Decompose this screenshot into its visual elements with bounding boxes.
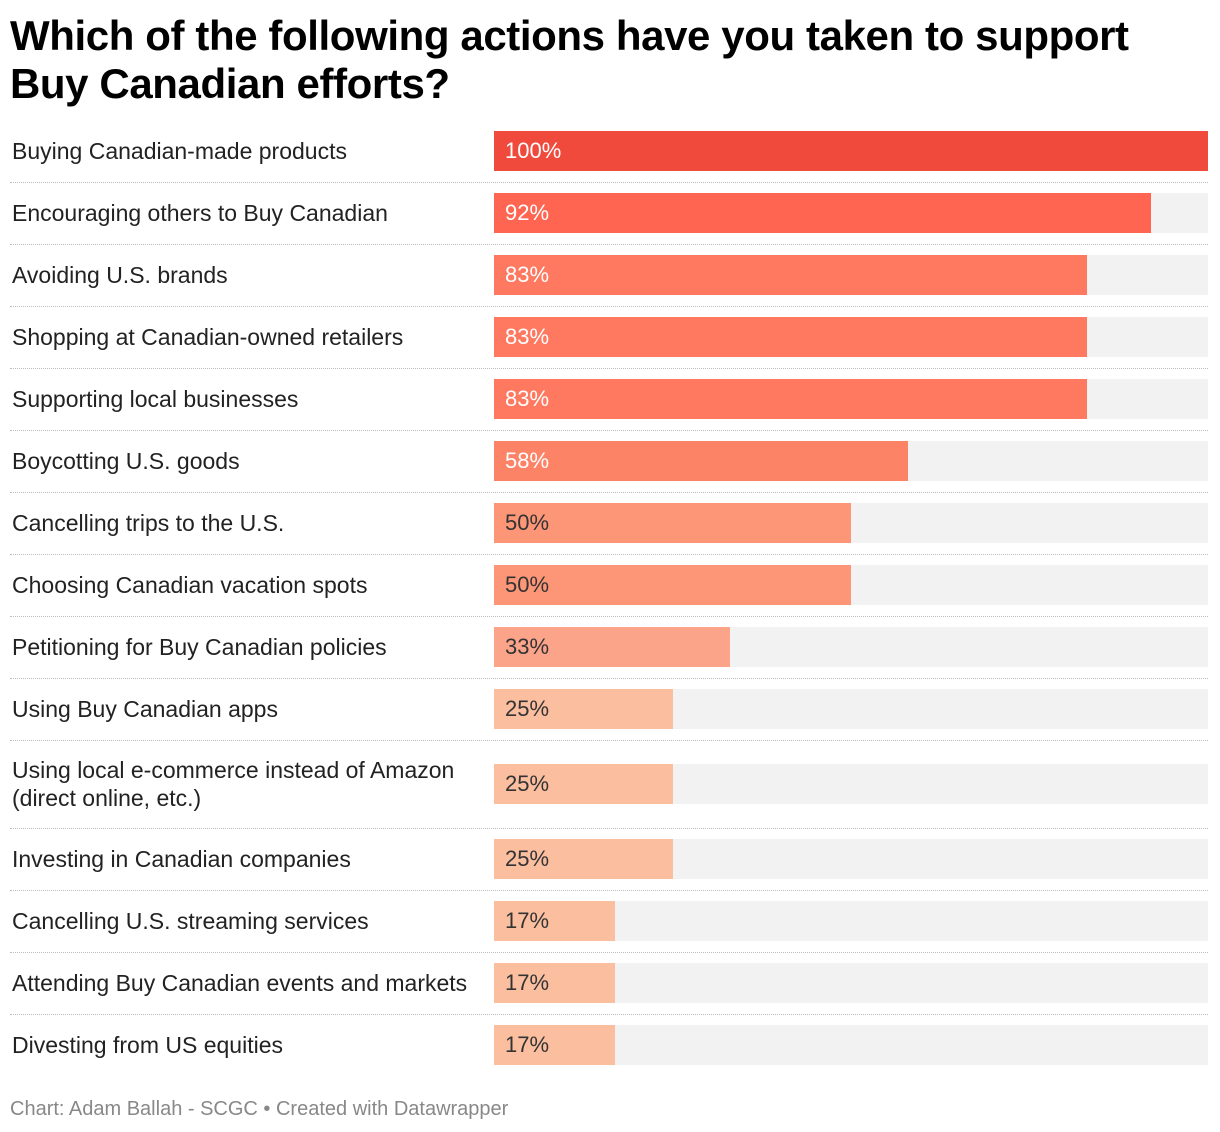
bar	[494, 839, 673, 879]
bar-track: 83%	[494, 255, 1208, 295]
bar-row: Buying Canadian-made products 100%	[0, 120, 1220, 182]
row-divider	[10, 616, 1208, 617]
bar	[494, 317, 1087, 357]
bar	[494, 193, 1151, 233]
category-label: Cancelling U.S. streaming services	[12, 908, 369, 934]
bar-track: 58%	[494, 441, 1208, 481]
category-label: Cancelling trips to the U.S.	[12, 510, 285, 536]
value-label: 83%	[505, 262, 550, 287]
bar-row: Using local e-commerce instead of Amazon…	[0, 740, 1220, 828]
bar-row: Cancelling U.S. streaming services 17%	[0, 890, 1220, 952]
bar	[494, 901, 616, 941]
bar	[494, 627, 730, 667]
value-label: 25%	[505, 696, 550, 721]
category-label: Encouraging others to Buy Canadian	[12, 200, 388, 226]
bar	[494, 565, 851, 605]
bar-row: Cancelling trips to the U.S. 50%	[0, 492, 1220, 554]
row-divider	[10, 554, 1208, 555]
bar-row: Choosing Canadian vacation spots 50%	[0, 554, 1220, 616]
bar-row: Avoiding U.S. brands 83%	[0, 244, 1220, 306]
bar	[494, 1025, 616, 1065]
category-label: Boycotting U.S. goods	[12, 448, 240, 474]
bar-track: 25%	[494, 689, 1208, 729]
row-divider	[10, 828, 1208, 829]
bar	[494, 131, 1208, 171]
bar-row: Using Buy Canadian apps 25%	[0, 678, 1220, 740]
bar-track: 100%	[494, 131, 1208, 171]
bar	[494, 503, 851, 543]
bar-track: 50%	[494, 565, 1208, 605]
row-divider	[10, 244, 1208, 245]
bar-row: Encouraging others to Buy Canadian 92%	[0, 182, 1220, 244]
bar-track: 83%	[494, 317, 1208, 357]
bar-track: 83%	[494, 379, 1208, 419]
bar-track: 50%	[494, 503, 1208, 543]
value-label: 17%	[505, 1032, 550, 1057]
value-label: 25%	[505, 846, 550, 871]
category-label: Divesting from US equities	[12, 1032, 283, 1058]
value-label: 83%	[505, 386, 550, 411]
category-label: Attending Buy Canadian events and market…	[12, 970, 468, 996]
row-divider	[10, 306, 1208, 307]
value-label: 92%	[505, 200, 550, 225]
bar-track: 17%	[494, 901, 1208, 941]
category-label: Buying Canadian-made products	[12, 138, 347, 164]
row-divider	[10, 368, 1208, 369]
bar-track: 17%	[494, 1025, 1208, 1065]
row-divider	[10, 678, 1208, 679]
chart-title: Which of the following actions have you …	[10, 12, 1129, 107]
row-divider	[10, 740, 1208, 741]
value-label: 50%	[505, 572, 550, 597]
bar-row: Shopping at Canadian-owned retailers 83%	[0, 306, 1220, 368]
value-label: 17%	[505, 970, 550, 995]
value-label: 33%	[505, 634, 550, 659]
bar-track: 17%	[494, 963, 1208, 1003]
value-label: 50%	[505, 510, 550, 535]
row-divider	[10, 182, 1208, 183]
chart-footer: Chart: Adam Ballah - SCGC • Created with…	[10, 1098, 509, 1120]
bar-track: 33%	[494, 627, 1208, 667]
bar	[494, 441, 909, 481]
value-label: 58%	[505, 448, 550, 473]
value-label: 100%	[505, 138, 562, 163]
value-label: 83%	[505, 324, 550, 349]
bar-track: 92%	[494, 193, 1208, 233]
bar	[494, 379, 1087, 419]
bar-track: 25%	[494, 764, 1208, 804]
row-divider	[10, 492, 1208, 493]
bar-track: 25%	[494, 839, 1208, 879]
value-label: 25%	[505, 771, 550, 796]
bar	[494, 963, 616, 1003]
bar	[494, 255, 1087, 295]
bar-row: Attending Buy Canadian events and market…	[0, 952, 1220, 1014]
value-label: 17%	[505, 908, 550, 933]
row-divider	[10, 952, 1208, 953]
bar	[494, 764, 673, 804]
category-label: Petitioning for Buy Canadian policies	[12, 634, 387, 660]
category-label: Using Buy Canadian apps	[12, 696, 278, 722]
category-label: Investing in Canadian companies	[12, 846, 351, 872]
bar-row: Investing in Canadian companies 25%	[0, 828, 1220, 890]
category-label: Choosing Canadian vacation spots	[12, 572, 368, 598]
category-label: Avoiding U.S. brands	[12, 262, 228, 288]
category-label: Using local e-commerce instead of Amazon…	[12, 757, 455, 811]
bar-row: Divesting from US equities 17%	[0, 1014, 1220, 1076]
bar-row: Boycotting U.S. goods 58%	[0, 430, 1220, 492]
row-divider	[10, 1014, 1208, 1015]
category-label: Supporting local businesses	[12, 386, 299, 412]
bar-row: Supporting local businesses 83%	[0, 368, 1220, 430]
bar-row: Petitioning for Buy Canadian policies 33%	[0, 616, 1220, 678]
row-divider	[10, 430, 1208, 431]
category-label: Shopping at Canadian-owned retailers	[12, 324, 404, 350]
bar	[494, 689, 673, 729]
row-divider	[10, 890, 1208, 891]
